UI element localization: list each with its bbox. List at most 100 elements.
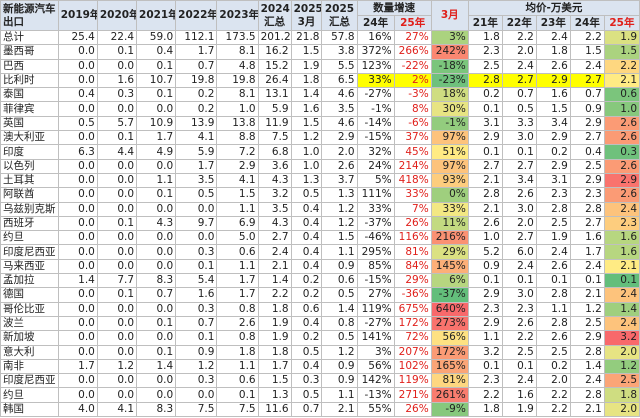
table-cell: 675% (393, 301, 432, 317)
table-cell: 56% (356, 358, 395, 375)
table-cell: 0.6 (216, 373, 259, 389)
table-cell: 37% (393, 130, 432, 146)
table-cell: 1.4 (290, 87, 323, 103)
table-cell: 81% (430, 373, 469, 389)
table-cell: 2.1 (603, 72, 640, 89)
table-cell: 2.9 (569, 172, 605, 189)
table-cell: 102% (393, 358, 432, 375)
table-cell: 418% (393, 172, 432, 189)
table-cell: -18% (430, 58, 469, 74)
table-cell: 1.2 (321, 215, 358, 232)
table-cell: 4.6 (321, 115, 358, 132)
row-label: 巴西 (0, 58, 59, 74)
table-cell: 0.4 (569, 144, 605, 160)
table-cell: 2.7 (569, 215, 605, 232)
table-cell: 2.4 (501, 58, 537, 74)
table-cell: 0.2 (535, 144, 571, 160)
row-label: 泰国 (0, 87, 59, 103)
header-row: 24年 25年 21年 22年 23年 24年 25年 (1, 15, 640, 31)
table-cell: 1.5 (569, 44, 605, 60)
table-cell: 26.4 (257, 72, 292, 89)
table-cell: 2.3 (603, 215, 640, 232)
table-cell: 2.7 (501, 72, 537, 89)
table-cell: 173.5 (216, 29, 259, 46)
table-cell: 0.1 (136, 344, 177, 360)
table-cell: 207% (393, 344, 432, 360)
table-cell: 261% (430, 387, 469, 403)
table-cell: 1.8 (535, 44, 571, 60)
table-row: 约旦 0.0 0.0 0.0 0.0 0.1 1.3 0.5 1.1 -13% 271% 261% 2.… (0, 387, 640, 403)
table-cell: 2.8 (467, 187, 503, 203)
table-cell: 141% (356, 330, 395, 346)
table-cell: 0.2 (175, 87, 218, 103)
table-cell: 3.2 (467, 344, 503, 360)
table-cell: 0.7 (175, 58, 218, 74)
table-cell: 0.0 (96, 373, 138, 389)
table-cell: 6.0 (501, 244, 537, 260)
table-cell: 3.7 (321, 172, 358, 189)
table-cell: 2.9 (467, 130, 503, 146)
table-cell: 1.2 (96, 358, 138, 375)
table-cell: 2.4 (257, 244, 292, 260)
row-label: 波兰 (0, 315, 59, 332)
table-cell: 112.1 (175, 29, 218, 46)
table-cell: 0.1 (96, 130, 138, 146)
table-cell: 2.1 (257, 258, 292, 275)
table-cell: 0.1 (501, 273, 537, 289)
table-cell: 6% (430, 273, 469, 289)
table-cell: 5.2 (467, 244, 503, 260)
table-header: 新能源汽车出口 2019年 2020年 2021年 2022年 2023年 2024 汇总 20… (0, 0, 640, 31)
table-cell: 2.2 (467, 387, 503, 403)
table-cell: 2.6 (535, 330, 571, 346)
table-cell: -9% (430, 401, 469, 418)
table-row: 阿联酋 0.0 0.0 0.1 0.5 1.5 3.2 0.5 1.3 111% 33% 0% 2.8 2… (0, 187, 640, 203)
table-cell: 0.0 (175, 387, 218, 403)
header-cell: 2020年 (96, 0, 138, 31)
table-cell: 0.0 (175, 230, 218, 246)
row-label: 菲律宾 (0, 101, 59, 117)
table-cell: 1.6 (290, 101, 323, 117)
table-cell: 1.2 (290, 130, 323, 146)
table-cell: 2.2 (569, 29, 605, 46)
table-cell: 27% (393, 29, 432, 46)
table-cell: 0.6 (290, 301, 323, 317)
table-cell: 4.3 (257, 215, 292, 232)
table-cell: 2.5 (467, 58, 503, 74)
table-cell: 2.7 (501, 230, 537, 246)
table-cell: 55% (356, 401, 395, 418)
table-cell: 6.9 (216, 215, 259, 232)
table-row: 泰国 0.4 0.3 0.1 0.2 8.1 13.1 1.4 4.6 -27% -3% 18% 0.2… (0, 87, 640, 103)
table-cell: 0.1 (136, 187, 177, 203)
table-cell: 81% (393, 244, 432, 260)
table-cell: 2.0 (321, 144, 358, 160)
table-cell: 0.2 (535, 358, 571, 375)
table-cell: 5.4 (175, 273, 218, 289)
table-cell: 2.8 (467, 72, 503, 89)
table-cell: 51% (430, 144, 469, 160)
table-cell: 30% (430, 101, 469, 117)
row-label: 意大利 (0, 344, 59, 360)
table-cell: 2.9 (467, 287, 503, 303)
header-cell: 24年 (356, 15, 395, 31)
table-row: 哥伦比亚 0.0 0.0 0.0 0.3 0.8 1.8 0.6 1.4 119% 675% 640%… (0, 301, 640, 317)
table-cell: 2.4 (569, 373, 605, 389)
table-cell: 0.9 (467, 258, 503, 275)
table-cell: 2.6 (603, 187, 640, 203)
table-cell: 1.5 (290, 44, 323, 60)
table-cell: 0.0 (136, 244, 177, 260)
table-cell: 2.8 (535, 315, 571, 332)
table-cell: 10.9 (136, 115, 177, 132)
table-cell: 295% (356, 244, 395, 260)
table-cell: 0.0 (96, 315, 138, 332)
table-cell: 2.9 (535, 158, 571, 174)
row-label: 以色列 (0, 158, 59, 174)
table-cell: 0.1 (175, 330, 218, 346)
table-cell: 8.1 (216, 87, 259, 103)
table-cell: 2.9 (321, 130, 358, 146)
table-cell: 1.2 (175, 358, 218, 375)
table-cell: 0.0 (96, 387, 138, 403)
table-cell: 13.1 (257, 87, 292, 103)
table-cell: 165% (430, 358, 469, 375)
table-cell: 0.0 (96, 158, 138, 174)
table-cell: 145% (430, 258, 469, 275)
